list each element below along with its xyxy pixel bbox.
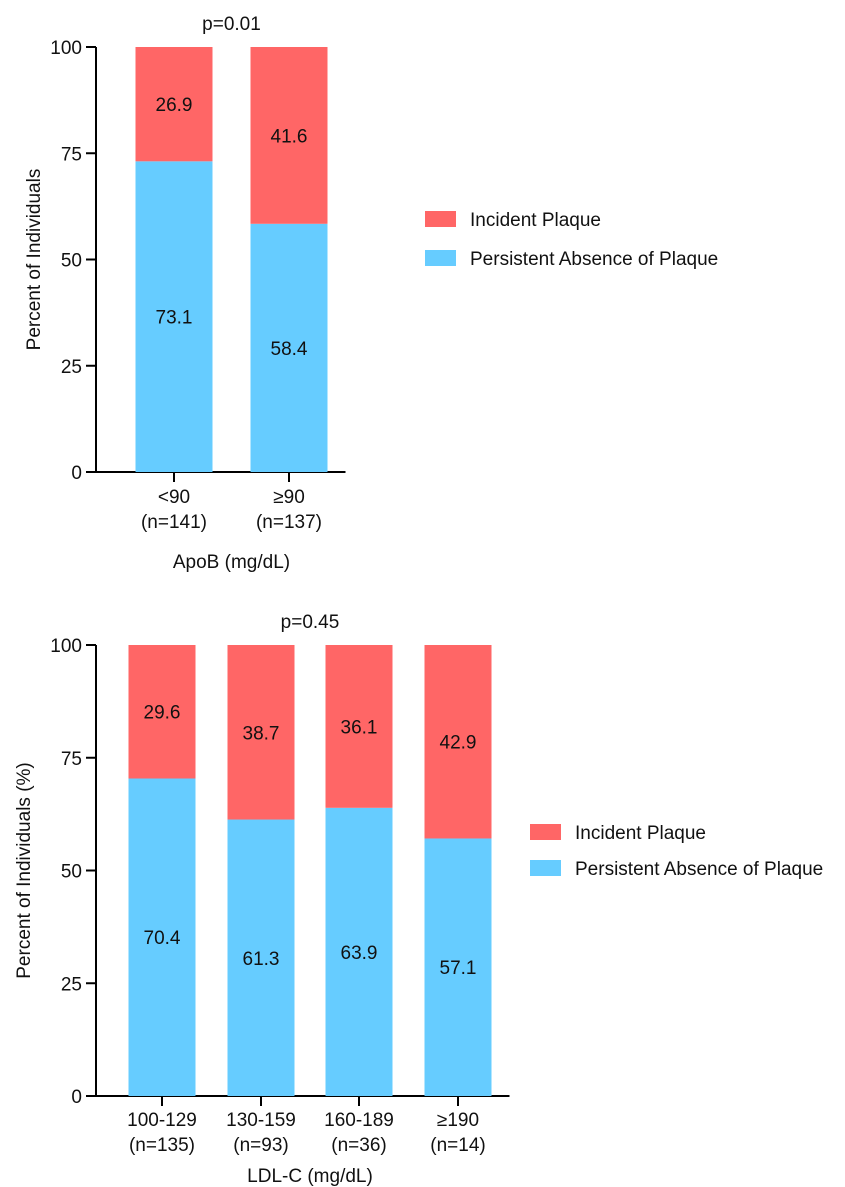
ldl-data-label: 63.9 [341,943,378,964]
ldl-y-tick-label: 25 [61,974,82,995]
ldl-y-tick-label: 100 [50,636,82,657]
apob-legend-label: Persistent Absence of Plaque [470,249,718,270]
apob-y-tick-label: 50 [61,251,82,272]
ldl-legend-label: Persistent Absence of Plaque [575,859,823,880]
apob-y-tick-label: 100 [50,38,82,59]
ldl-data-label: 61.3 [243,949,280,970]
apob-data-label: 26.9 [156,95,193,116]
ldl-data-label: 36.1 [341,717,378,738]
ldl-bar-persistent-absence [424,838,492,1096]
apob-data-label: 41.6 [271,126,308,147]
apob-x-tick-sublabel: (n=141) [141,512,207,533]
ldl-bar-persistent-absence [325,807,393,1096]
ldl-y-axis-title: Percent of Individuals (%) [14,762,35,979]
ldl-data-label: 42.9 [440,733,477,754]
ldl-x-tick-label: ≥190 [437,1110,479,1131]
ldl-y-tick-label: 50 [61,862,82,883]
apob-x-tick-label: <90 [158,487,190,508]
ldl-legend-swatch [530,824,561,840]
ldl-x-tick-label: 160-189 [324,1110,394,1131]
apob-data-label: 58.4 [271,339,308,360]
ldl-bar-persistent-absence [227,819,295,1096]
apob-y-axis-title: Percent of Individuals [24,169,45,351]
apob-p-value: p=0.01 [202,14,261,35]
apob-x-tick-label: ≥90 [273,487,305,508]
apob-legend-swatch [425,211,456,227]
ldl-x-tick-sublabel: (n=14) [430,1135,485,1156]
apob-y-tick-label: 25 [61,357,82,378]
ldl-bar-incident-plaque [424,645,492,839]
ldl-bar-persistent-absence [128,778,196,1096]
ldl-x-tick-label: 100-129 [127,1110,197,1131]
ldl-data-label: 29.6 [144,703,181,724]
apob-bar-incident-plaque [250,47,328,224]
ldl-y-tick-label: 75 [61,749,82,770]
apob-y-tick-label: 0 [71,463,82,484]
ldl-x-axis-title: LDL-C (mg/dL) [247,1166,373,1187]
ldl-bar-incident-plaque [128,645,196,779]
ldl-data-label: 57.1 [440,958,477,979]
ldl-x-tick-label: 130-159 [226,1110,296,1131]
ldl-y-tick-label: 0 [71,1087,82,1108]
ldl-legend-label: Incident Plaque [575,823,706,844]
ldl-p-value: p=0.45 [281,612,340,633]
ldl-x-tick-sublabel: (n=93) [233,1135,288,1156]
apob-legend-swatch [425,250,456,266]
apob-bar-incident-plaque [135,47,213,162]
ldl-legend-swatch [530,860,561,876]
ldl-x-tick-sublabel: (n=36) [331,1135,386,1156]
ldl-data-label: 38.7 [243,723,280,744]
ldl-bar-incident-plaque [325,645,393,808]
apob-legend-label: Incident Plaque [470,210,601,231]
apob-data-label: 73.1 [156,308,193,329]
ldl-bar-incident-plaque [227,645,295,820]
apob-bar-persistent-absence [135,161,213,472]
apob-x-tick-sublabel: (n=137) [256,512,322,533]
apob-y-tick-label: 75 [61,144,82,165]
ldl-data-label: 70.4 [144,928,181,949]
apob-x-axis-title: ApoB (mg/dL) [173,552,290,573]
apob-bar-persistent-absence [250,223,328,472]
ldl-x-tick-sublabel: (n=135) [129,1135,195,1156]
